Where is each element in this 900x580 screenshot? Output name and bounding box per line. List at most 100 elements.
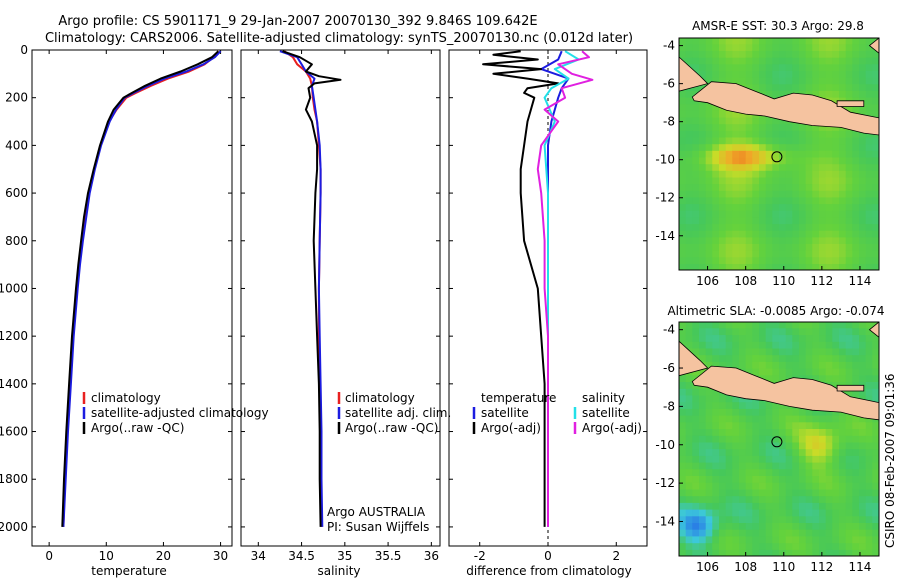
map-cell <box>865 441 873 450</box>
map-cell <box>699 110 707 118</box>
map-cell <box>772 428 780 436</box>
map-cell <box>839 216 847 225</box>
map-cell <box>799 495 807 503</box>
map-cell <box>825 123 833 131</box>
map-cell <box>765 243 773 251</box>
map-cell <box>819 502 827 510</box>
map-cell <box>725 435 733 443</box>
map-cell <box>872 83 879 91</box>
map-cell <box>799 57 807 65</box>
map-cell <box>772 190 780 198</box>
map-cell <box>785 216 793 225</box>
map-cell <box>719 196 727 205</box>
map-cell <box>732 535 740 544</box>
map-y-tick-label: -8 <box>663 115 675 129</box>
map-cell <box>692 256 700 264</box>
map-cell <box>732 216 740 225</box>
map-cell <box>725 203 733 211</box>
map-cell <box>812 123 820 131</box>
map-cell <box>725 421 733 429</box>
map-cell <box>679 401 687 409</box>
map-cell <box>685 57 693 65</box>
map-cell <box>859 482 867 490</box>
map-cell <box>799 83 807 91</box>
map-x-tick-label: 114 <box>848 560 871 574</box>
map-cell <box>772 475 780 483</box>
map-cell <box>752 230 760 238</box>
map-cell <box>832 421 840 429</box>
map-cell <box>825 136 833 145</box>
map-cell <box>705 136 713 145</box>
map-cell <box>725 441 733 450</box>
map-cell <box>852 130 860 138</box>
map-y-tick-label: -10 <box>655 438 675 452</box>
map-cell <box>705 70 713 78</box>
map-cell <box>839 150 847 158</box>
map-cell <box>692 401 700 409</box>
map-cell <box>705 522 713 530</box>
map-cell <box>879 263 886 270</box>
map-cell <box>812 374 820 382</box>
y-tick-label: 800 <box>5 234 28 248</box>
map-cell <box>725 63 733 71</box>
map-cell <box>832 515 840 523</box>
map-cell <box>739 542 747 550</box>
map-cell <box>839 462 847 470</box>
map-cell <box>832 77 840 85</box>
map-cell <box>759 196 767 205</box>
map-cell <box>712 529 720 537</box>
map-cell <box>739 522 747 530</box>
map-cell <box>705 210 713 218</box>
map-cell <box>852 163 860 171</box>
map-cell <box>759 243 767 251</box>
map-cell <box>785 256 793 264</box>
map-cell <box>699 170 707 178</box>
map-y-tick-label: -8 <box>663 399 675 413</box>
map-cell <box>712 43 720 51</box>
map-cell <box>745 515 753 523</box>
map-cell <box>739 190 747 198</box>
map-cell <box>712 502 720 510</box>
map-cell <box>812 170 820 178</box>
map-cell <box>812 549 820 556</box>
map-cell <box>825 250 833 258</box>
map-cell <box>852 415 860 423</box>
map-cell <box>799 250 807 258</box>
map-cell <box>852 529 860 537</box>
map-cell <box>779 542 787 550</box>
map-cell <box>812 502 820 510</box>
map-cell <box>699 542 707 550</box>
map-cell <box>832 263 840 270</box>
series-line-argo-raw-qc- <box>282 50 342 527</box>
map-cell <box>719 223 727 231</box>
map-cell <box>805 502 813 510</box>
map-cell <box>699 43 707 51</box>
map-cell <box>699 230 707 238</box>
map-cell <box>859 163 867 171</box>
map-cell <box>725 50 733 58</box>
map-cell <box>732 529 740 537</box>
map-cell <box>705 428 713 436</box>
map-cell <box>752 256 760 264</box>
map-cell <box>732 408 740 416</box>
map-cell <box>785 549 793 556</box>
map-cell <box>825 347 833 356</box>
map-cell <box>705 354 713 362</box>
map-cell <box>732 468 740 476</box>
map-cell <box>745 509 753 517</box>
map-cell <box>832 256 840 264</box>
map-cell <box>779 334 787 342</box>
map-cell <box>685 103 693 111</box>
map-cell <box>865 156 873 165</box>
map-cell <box>812 57 820 65</box>
map-cell <box>825 488 833 497</box>
map-cell <box>812 183 820 191</box>
map-cell <box>879 117 886 124</box>
map-cell <box>785 83 793 91</box>
map-cell <box>845 150 853 158</box>
map-cell <box>859 170 867 178</box>
map-cell <box>719 502 727 510</box>
map-cell <box>839 322 847 329</box>
map-cell <box>845 263 853 270</box>
map-cell <box>825 183 833 191</box>
